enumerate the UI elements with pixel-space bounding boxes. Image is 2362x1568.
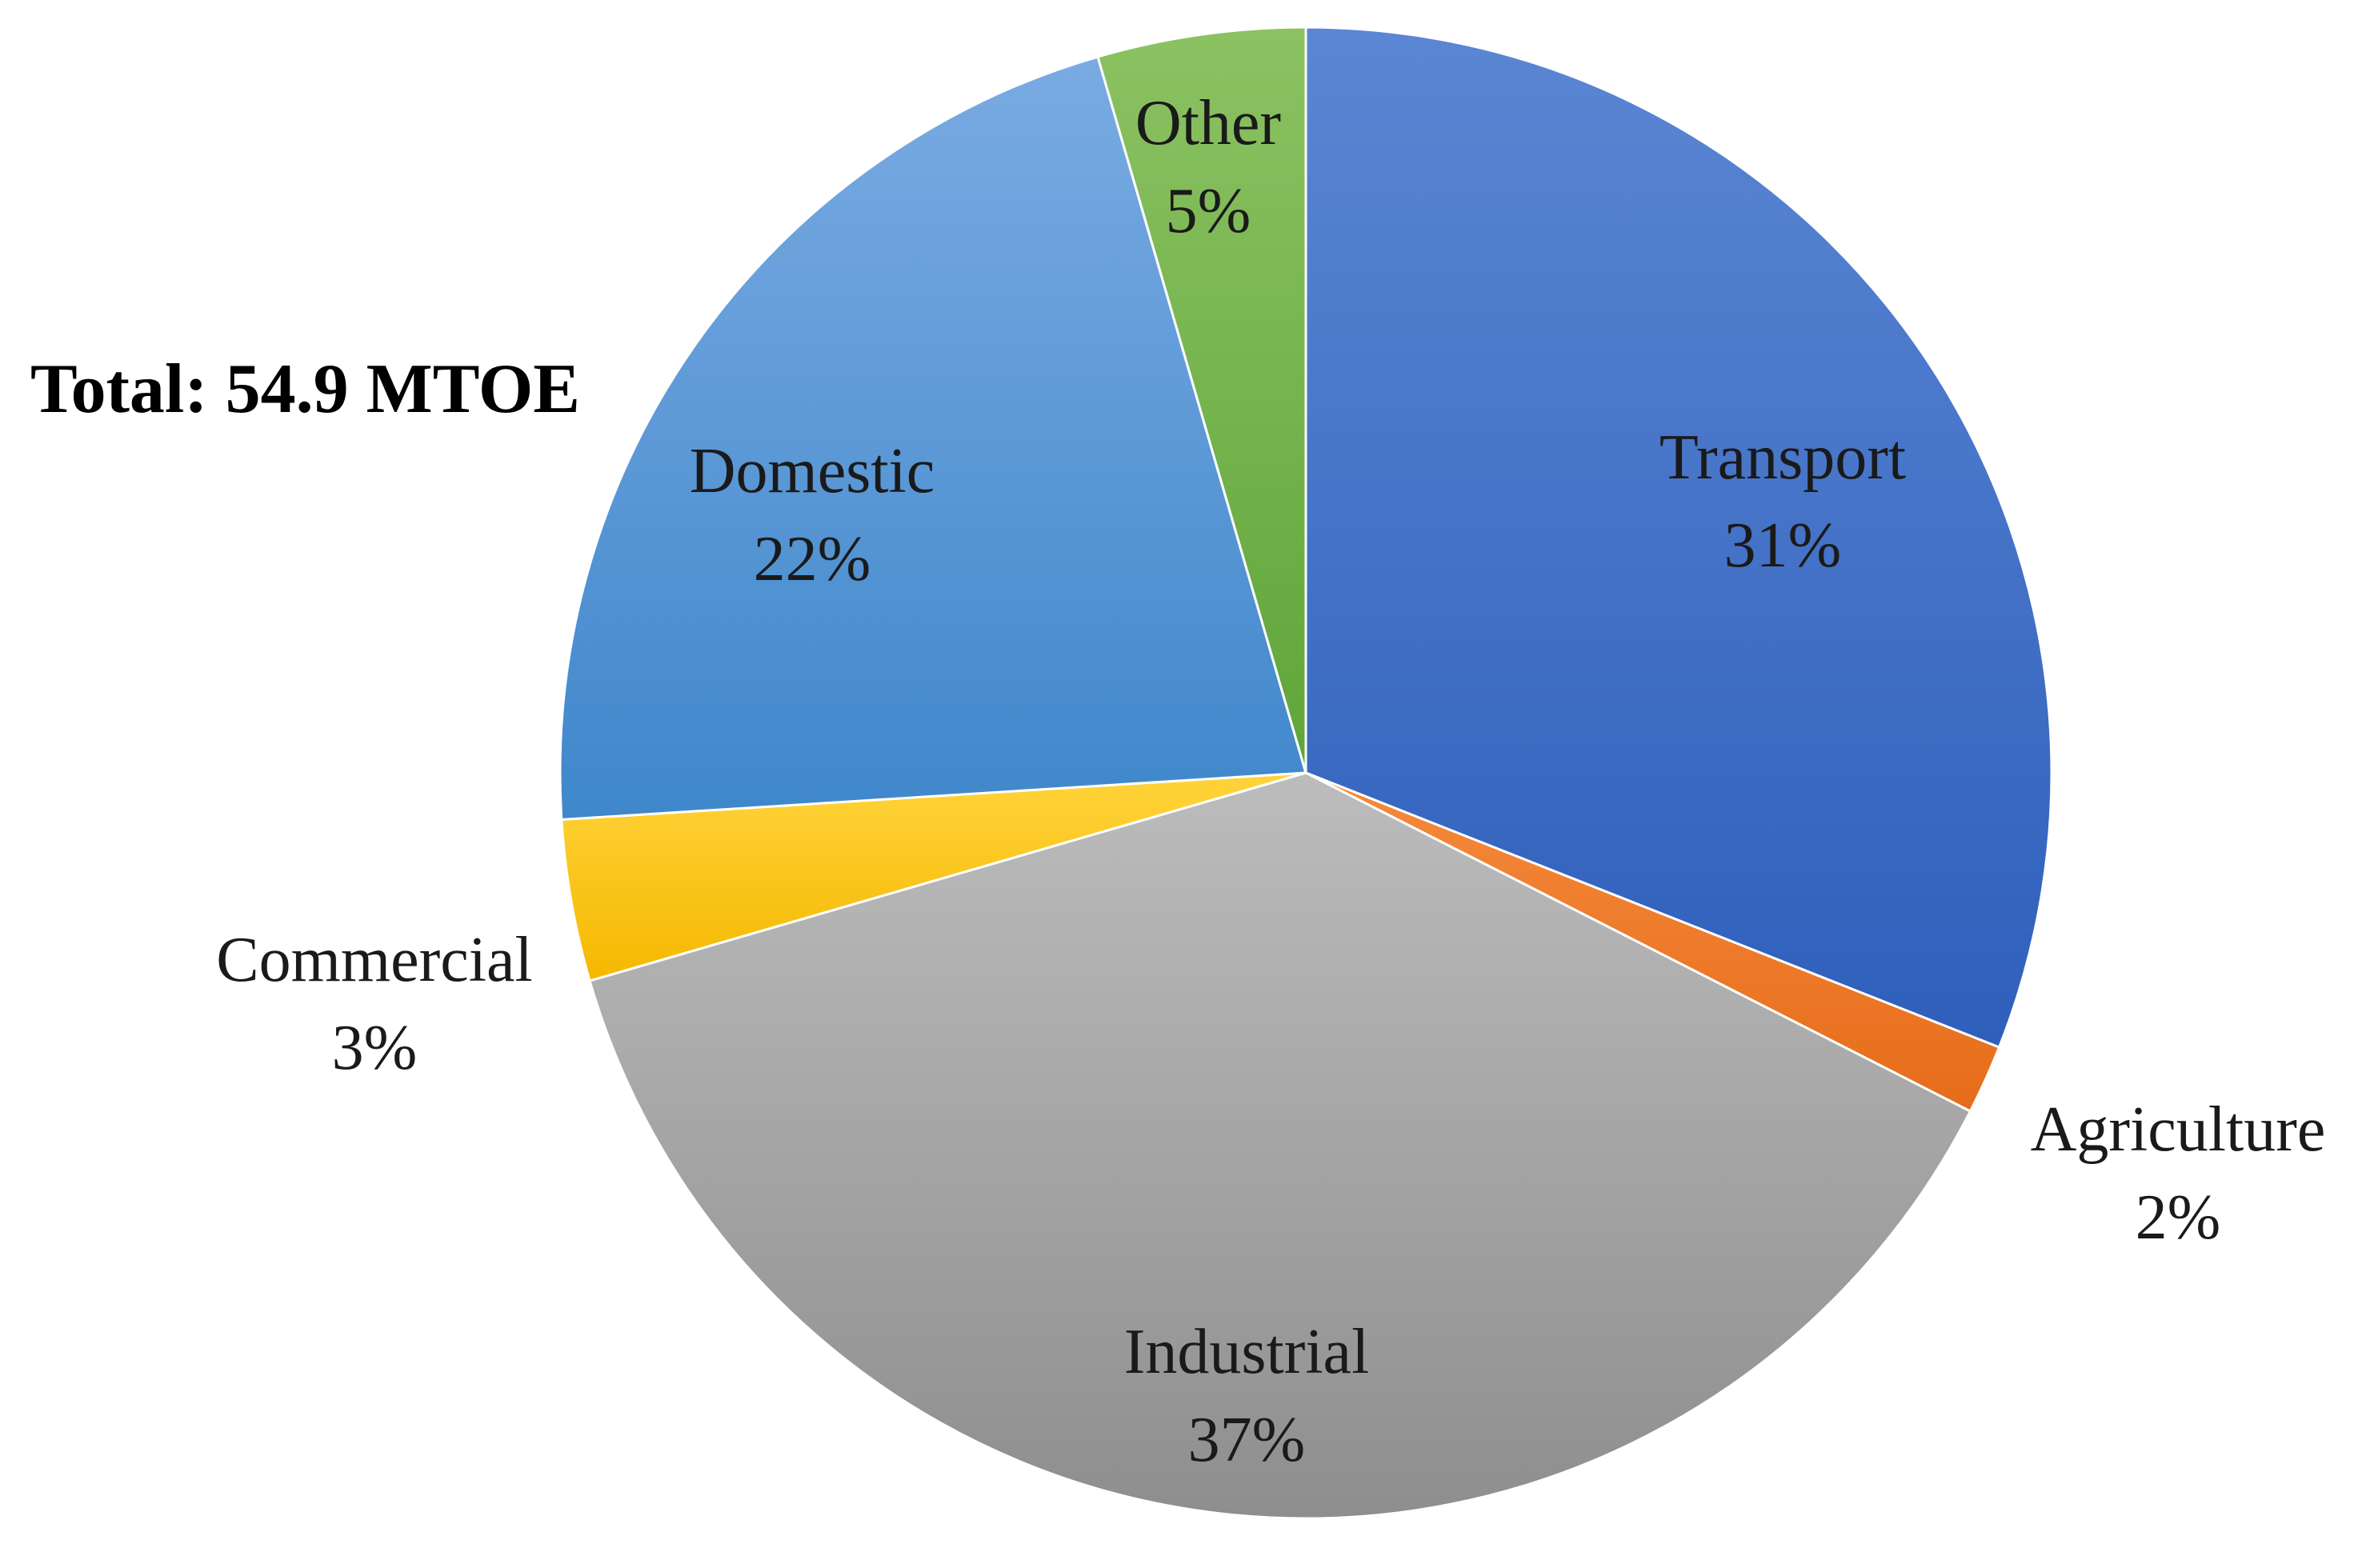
slice-label-transport: Transport <box>1659 422 1906 493</box>
slice-label-industrial: Industrial <box>1124 1317 1370 1387</box>
slice-value-label-transport: 31% <box>1724 510 1842 581</box>
slice-label-commercial: Commercial <box>216 925 532 995</box>
slice-label-domestic: Domestic <box>690 436 935 506</box>
pie-slice-transport <box>1304 26 2053 1049</box>
pie-slice-domestic <box>558 55 1307 822</box>
pie-slice-other <box>1096 26 1307 774</box>
total-annotation: Total: 54.9 MTOE <box>30 350 580 428</box>
slice-value-label-other: 5% <box>1166 176 1251 246</box>
slice-value-label-industrial: 37% <box>1188 1405 1306 1475</box>
slice-label-agriculture: Agriculture <box>2031 1094 2326 1165</box>
pie-slices <box>558 26 2053 1520</box>
slice-value-label-domestic: 22% <box>754 524 871 594</box>
slice-label-other: Other <box>1135 88 1281 158</box>
pie-slice-commercial <box>560 771 1307 982</box>
slice-value-label-agriculture: 2% <box>2136 1182 2221 1253</box>
pie-labels: Transport 31% Agriculture 2% Industrial 37% Co… <box>216 88 2325 1475</box>
slice-value-label-commercial: 3% <box>332 1013 418 1083</box>
pie-slice-industrial <box>588 771 1972 1520</box>
